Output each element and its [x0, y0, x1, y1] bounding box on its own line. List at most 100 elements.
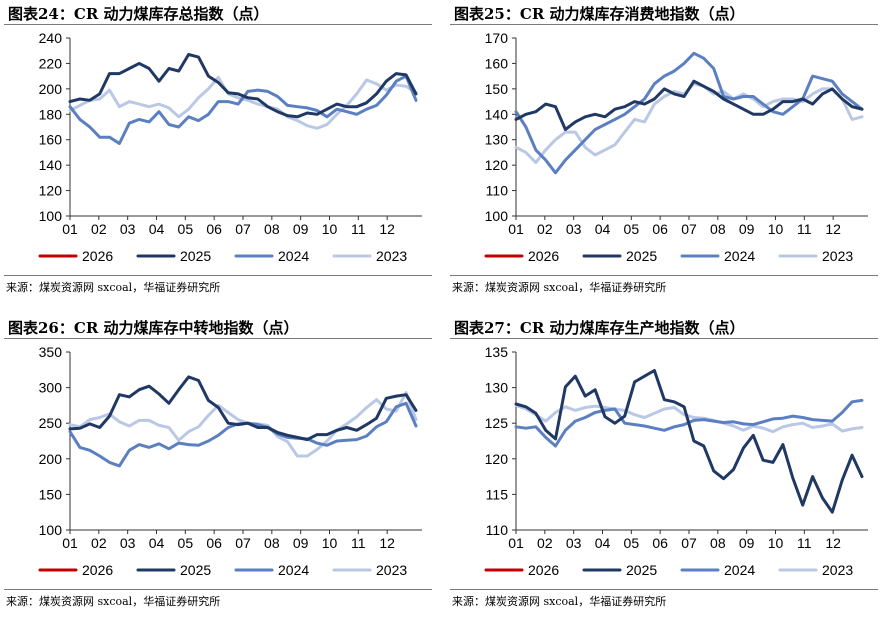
x-tick-label: 06: [652, 535, 668, 551]
y-tick-label: 160: [39, 132, 63, 148]
x-tick-label: 09: [293, 535, 309, 551]
y-tick-label: 150: [39, 486, 63, 502]
y-tick-label: 120: [485, 157, 509, 173]
legend-label-2026: 2026: [82, 562, 113, 578]
x-tick-label: 01: [62, 221, 78, 237]
source-note: 来源：煤炭资源网 sxcoal，华福证券研究所: [6, 595, 221, 608]
legend-label-2025: 2025: [626, 248, 657, 264]
x-tick-label: 05: [624, 221, 640, 237]
y-tick-label: 110: [486, 183, 509, 199]
line-chart-consumption: 100 110 120 130 140 150 160 170 01 02 03 04 05 06 07 08…: [484, 30, 868, 264]
y-tick-label: 250: [39, 415, 63, 431]
y-tick-label: 110: [486, 522, 509, 538]
y-tick-label: 130: [485, 380, 509, 396]
x-tick-label: 08: [710, 221, 726, 237]
y-tick-label: 160: [485, 55, 509, 71]
series-line-2024: [68, 74, 418, 145]
source-divider: [4, 589, 432, 590]
series-line-2024: [68, 401, 418, 468]
x-tick-label: 06: [206, 535, 222, 551]
x-tick-label: 08: [710, 535, 726, 551]
series-line-2025: [514, 79, 864, 131]
x-tick-label: 09: [739, 535, 755, 551]
x-tick-label: 07: [235, 535, 251, 551]
x-tick-label: 04: [149, 221, 165, 237]
x-tick-label: 07: [681, 221, 697, 237]
legend-label-2023: 2023: [376, 248, 407, 264]
y-tick-label: 115: [486, 486, 509, 502]
x-tick-label: 04: [595, 535, 611, 551]
x-tick-label: 10: [322, 221, 338, 237]
series-line-2024: [514, 51, 864, 175]
legend-label-2024: 2024: [278, 248, 309, 264]
x-tick-label: 04: [595, 221, 611, 237]
source-divider: [450, 275, 878, 276]
legend-label-2023: 2023: [822, 562, 853, 578]
chart-title: 图表27：CR 动力煤库存生产地指数（点）: [454, 319, 745, 337]
x-tick-label: 04: [149, 535, 165, 551]
chart-panel-transit: 图表26：CR 动力煤库存中转地指数（点） 100 150 200 250 300 350…: [4, 314, 432, 620]
x-tick-label: 01: [508, 535, 524, 551]
source-divider: [450, 589, 878, 590]
series-line-2023: [514, 403, 864, 434]
chart-panel-production: 图表27：CR 动力煤库存生产地指数（点） 110 115 120 125 130 135…: [450, 314, 878, 620]
y-tick-label: 135: [485, 344, 509, 360]
x-tick-label: 06: [652, 221, 668, 237]
x-tick-label: 11: [797, 535, 812, 551]
source-note: 来源：煤炭资源网 sxcoal，华福证券研究所: [452, 595, 667, 608]
chart-title: 图表26：CR 动力煤库存中转地指数（点）: [8, 319, 299, 337]
chart-title: 图表25：CR 动力煤库存消费地指数（点）: [454, 5, 745, 23]
y-tick-label: 100: [485, 208, 509, 224]
series-line-2023: [514, 82, 864, 165]
y-tick-label: 140: [39, 157, 63, 173]
line-chart-production: 110 115 120 125 130 135 01 02 03 04 05 06 07 08 09 10 11…: [484, 344, 868, 578]
x-tick-label: 08: [264, 535, 280, 551]
series-line-2025: [68, 375, 418, 442]
x-tick-label: 11: [351, 535, 366, 551]
x-tick-label: 10: [768, 535, 784, 551]
source-note: 来源：煤炭资源网 sxcoal，华福证券研究所: [452, 281, 667, 294]
series-line-2025: [514, 369, 864, 514]
title-divider: [450, 338, 878, 339]
x-tick-label: 03: [566, 535, 582, 551]
x-tick-label: 03: [120, 535, 136, 551]
x-tick-label: 02: [537, 535, 553, 551]
x-tick-label: 10: [322, 535, 338, 551]
x-tick-label: 12: [379, 221, 395, 237]
title-divider: [4, 24, 432, 25]
chart-panel-consumption: 图表25：CR 动力煤库存消费地指数（点） 100 110 120 130 140 150…: [450, 0, 878, 306]
y-tick-label: 140: [485, 106, 509, 122]
x-tick-label: 02: [91, 535, 107, 551]
legend-label-2025: 2025: [180, 248, 211, 264]
x-tick-label: 05: [178, 535, 194, 551]
y-tick-label: 100: [39, 522, 63, 538]
legend-label-2026: 2026: [528, 248, 559, 264]
legend-label-2024: 2024: [724, 248, 755, 264]
x-tick-label: 10: [768, 221, 784, 237]
y-tick-label: 240: [39, 30, 63, 46]
line-chart-total: 100 120 140 160 180 200 220 240 01 02 03 04 05 06 07 08…: [38, 30, 422, 264]
x-tick-label: 11: [797, 221, 812, 237]
y-tick-label: 220: [39, 55, 63, 71]
x-tick-label: 02: [91, 221, 107, 237]
title-divider: [4, 338, 432, 339]
source-note: 来源：煤炭资源网 sxcoal，华福证券研究所: [6, 281, 221, 294]
x-tick-label: 01: [508, 221, 524, 237]
legend-label-2023: 2023: [376, 562, 407, 578]
legend-label-2024: 2024: [724, 562, 755, 578]
x-tick-label: 12: [825, 221, 841, 237]
x-tick-label: 09: [293, 221, 309, 237]
y-tick-label: 180: [39, 106, 63, 122]
x-tick-label: 07: [681, 535, 697, 551]
x-tick-label: 03: [566, 221, 582, 237]
y-tick-label: 200: [39, 81, 63, 97]
legend-label-2025: 2025: [626, 562, 657, 578]
y-tick-label: 170: [485, 30, 509, 46]
y-tick-label: 200: [39, 451, 63, 467]
x-tick-label: 07: [235, 221, 251, 237]
y-tick-label: 120: [485, 451, 509, 467]
y-tick-label: 350: [39, 344, 63, 360]
y-tick-label: 300: [39, 380, 63, 396]
legend-label-2026: 2026: [82, 248, 113, 264]
legend-label-2025: 2025: [180, 562, 211, 578]
